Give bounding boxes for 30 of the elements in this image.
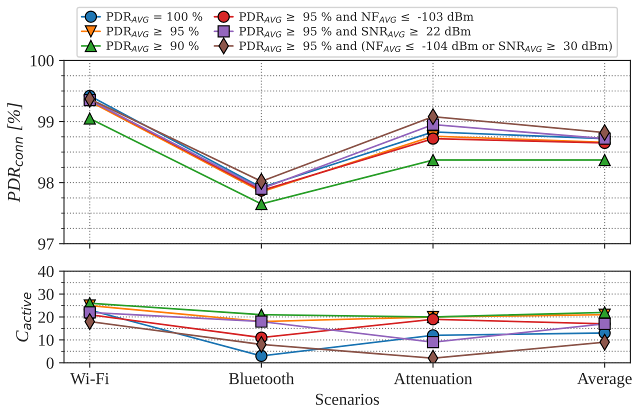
y-tick-label: 97 xyxy=(38,238,54,250)
y-tick-label: 98 xyxy=(38,177,54,189)
point xyxy=(426,336,440,348)
y-tick-label: 0 xyxy=(46,357,54,369)
point xyxy=(255,198,268,210)
legend-label: PDR$_{AVG}$ ≥ 95 % xyxy=(106,26,199,38)
x-axis-title: Scenarios xyxy=(316,394,379,405)
y-axis-title: C$_{active}$ xyxy=(16,292,32,342)
point xyxy=(426,154,440,166)
point xyxy=(426,132,440,145)
y-axis-title: PDR$_{conn}$ [%] xyxy=(7,102,23,202)
point xyxy=(84,112,96,125)
y-tick-label: 99 xyxy=(38,116,54,128)
y-tick-label: 40 xyxy=(38,266,54,278)
x-tick-label: Average xyxy=(577,373,632,388)
legend-label: PDR$_{AVG}$ = 100 % xyxy=(106,12,202,23)
x-tick-label: Wi-Fi xyxy=(70,373,109,384)
x-tick-label: Attenuation xyxy=(394,373,472,384)
y-tick-label: 10 xyxy=(39,334,54,346)
x-tick-label: Bluetooth xyxy=(228,372,294,384)
point xyxy=(255,350,268,362)
y-tick-label: 100 xyxy=(30,55,54,66)
legend-label: PDR$_{AVG}$ ≥ 95 % and SNR$_{AVG}$ ≥ 22 dBm xyxy=(239,26,471,38)
point xyxy=(598,154,611,166)
y-tick-label: 20 xyxy=(38,312,54,323)
legend-label: PDR$_{AVG}$ ≥ 90 % xyxy=(106,41,199,52)
legend-label: PDR$_{AVG}$ ≥ 95 % and NF$_{AVG}$ ≤ -103 dBm xyxy=(239,12,474,23)
legend-label: PDR$_{AVG}$ ≥ 95 % and (NF$_{AVG}$ ≤ -104 dBm or SNR$_{AVG}$ ≥ 30 dBm) xyxy=(239,41,612,52)
y-tick-label: 30 xyxy=(38,288,54,300)
point xyxy=(426,313,440,326)
